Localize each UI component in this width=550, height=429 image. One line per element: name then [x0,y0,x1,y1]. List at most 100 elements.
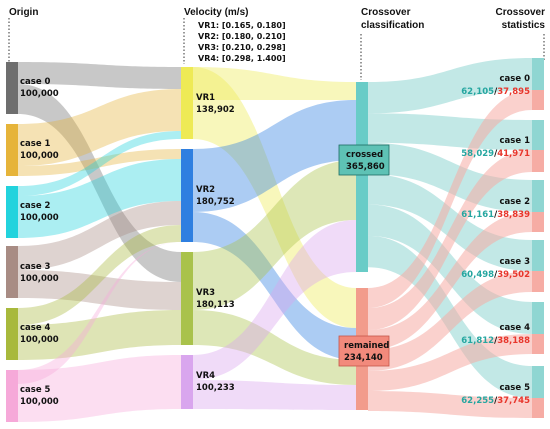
flow-origin-velocity-6 [18,201,181,270]
stat-remained-value: 37,895 [497,87,530,97]
stat-node-case-0: case 0 62,105/37,895 [461,58,544,110]
flow-origin-velocity-11 [18,355,181,422]
stat-values: 62,105/37,895 [461,87,530,97]
origin-node-case-0: case 0 100,000 [6,62,59,114]
stat-remained-value: 38,839 [497,210,530,220]
velocity-label: VR4 [196,371,215,381]
stat-case-label: case 1 [500,136,531,146]
origin-node-case-5: case 5 100,000 [6,370,59,422]
flow-velocity-class-1 [193,67,356,100]
flow-crossed-to-stat-0 [368,58,532,114]
class-value: 234,140 [344,353,383,363]
flows-velocity-to-class [193,67,356,410]
velocity-value: 180,752 [196,197,235,207]
flow-remained-to-stat-2 [368,212,532,350]
class-label: crossed [346,150,383,160]
flow-crossed-to-stat-3 [368,174,532,271]
stat-node-case-4: case 4 61,812/38,188 [461,302,544,354]
velocity-value: 100,233 [196,383,235,393]
origin-label: case 3 [20,262,51,272]
stat-values: 61,161/38,839 [461,210,530,220]
velocity-range-vr4: VR4: [0.298, 1.400] [198,54,286,63]
flow-remained-to-stat-3 [368,271,532,371]
origin-value: 100,000 [20,335,59,345]
flow-origin-velocity-10 [18,242,181,384]
flow-crossed-to-stat-4 [368,204,532,334]
stat-remained-value: 39,502 [497,270,530,280]
flow-origin-velocity-3 [18,149,181,176]
origin-node-case-3: case 3 100,000 [6,246,59,298]
class-value: 365,860 [346,162,385,172]
origin-value: 100,000 [20,89,59,99]
velocity-range-vr2: VR2: [0.180, 0.210] [198,32,286,41]
stat-crossed-value: 60,498 [461,270,494,280]
velocity-value: 138,902 [196,105,235,115]
origin-node-case-4: case 4 100,000 [6,308,59,360]
origin-value: 100,000 [20,397,59,407]
class-label: remained [344,341,389,351]
stats-title-line1: Crossover [496,7,546,18]
origin-label: case 2 [20,201,51,211]
stat-crossed-value: 61,161 [461,210,494,220]
stat-remained-value: 41,971 [497,149,530,159]
origin-node-case-2: case 2 100,000 [6,186,59,238]
stat-case-label: case 3 [500,257,531,267]
flow-velocity-class-2 [193,100,356,212]
velocity-label: VR3 [196,288,215,298]
velocity-range-vr3: VR3: [0.210, 0.298] [198,43,286,52]
velocity-label: VR2 [196,185,215,195]
stat-remained-value: 38,188 [497,336,530,346]
origin-value: 100,000 [20,274,59,284]
origin-label: case 4 [20,323,51,333]
stat-separator: / [494,87,498,97]
origin-title: Origin [9,7,38,18]
velocity-node-vr2: VR2 180,752 [181,149,235,242]
flow-remained-to-stat-4 [368,334,532,391]
flow-origin-velocity-2 [18,89,181,166]
stat-case-label: case 5 [500,383,531,393]
crossover-title-line2: classification [361,20,424,31]
stat-node-case-1: case 1 58,029/41,971 [461,120,544,172]
flow-crossed-to-stat-2 [368,142,532,212]
origin-value: 100,000 [20,151,59,161]
stat-separator: / [494,210,498,220]
flow-velocity-class-7 [193,380,356,410]
stat-values: 61,812/38,188 [461,336,530,346]
crossover-title-line1: Crossover [361,7,411,18]
flow-origin-velocity-0 [18,62,181,89]
flow-origin-velocity-9 [18,310,181,360]
stats-column: case 0 62,105/37,895 case 1 58,029/41,97… [461,58,544,418]
origin-label: case 5 [20,385,51,395]
stat-separator: / [494,270,498,280]
flow-remained-to-stat-5 [368,391,532,418]
class-node-remained: remained 234,140 [338,288,390,410]
flow-velocity-class-4 [193,160,356,310]
stat-separator: / [494,336,498,346]
velocity-value: 180,113 [196,300,235,310]
stat-values: 62,255/37,745 [461,396,530,406]
origin-label: case 1 [20,139,51,149]
stat-remained-value: 37,745 [497,396,530,406]
flow-origin-velocity-1 [18,84,181,282]
stat-case-label: case 4 [500,323,531,333]
velocity-range-vr1: VR1: [0.165, 0.180] [198,21,286,30]
flow-remained-to-stat-1 [368,150,532,330]
stat-node-case-5: case 5 62,255/37,745 [461,366,544,418]
velocity-label: VR1 [196,93,215,103]
stat-crossed-value: 62,255 [461,396,494,406]
flow-origin-velocity-5 [18,159,181,238]
flow-origin-velocity-4 [18,131,181,196]
origin-label: case 0 [20,77,51,87]
remained-badge [338,335,390,367]
flow-origin-velocity-8 [18,225,181,325]
stat-crossed-value: 62,105 [461,87,494,97]
stats-title-line2: statistics [502,20,546,31]
origin-node-case-1: case 1 100,000 [6,124,59,176]
velocity-title: Velocity (m/s) [184,7,248,18]
stat-crossed-value: 58,029 [461,149,494,159]
stat-node-case-3: case 3 60,498/39,502 [461,240,544,292]
stat-case-label: case 2 [500,197,531,207]
stat-case-label: case 0 [500,74,531,84]
velocity-node-vr1: VR1 138,902 [181,67,235,139]
